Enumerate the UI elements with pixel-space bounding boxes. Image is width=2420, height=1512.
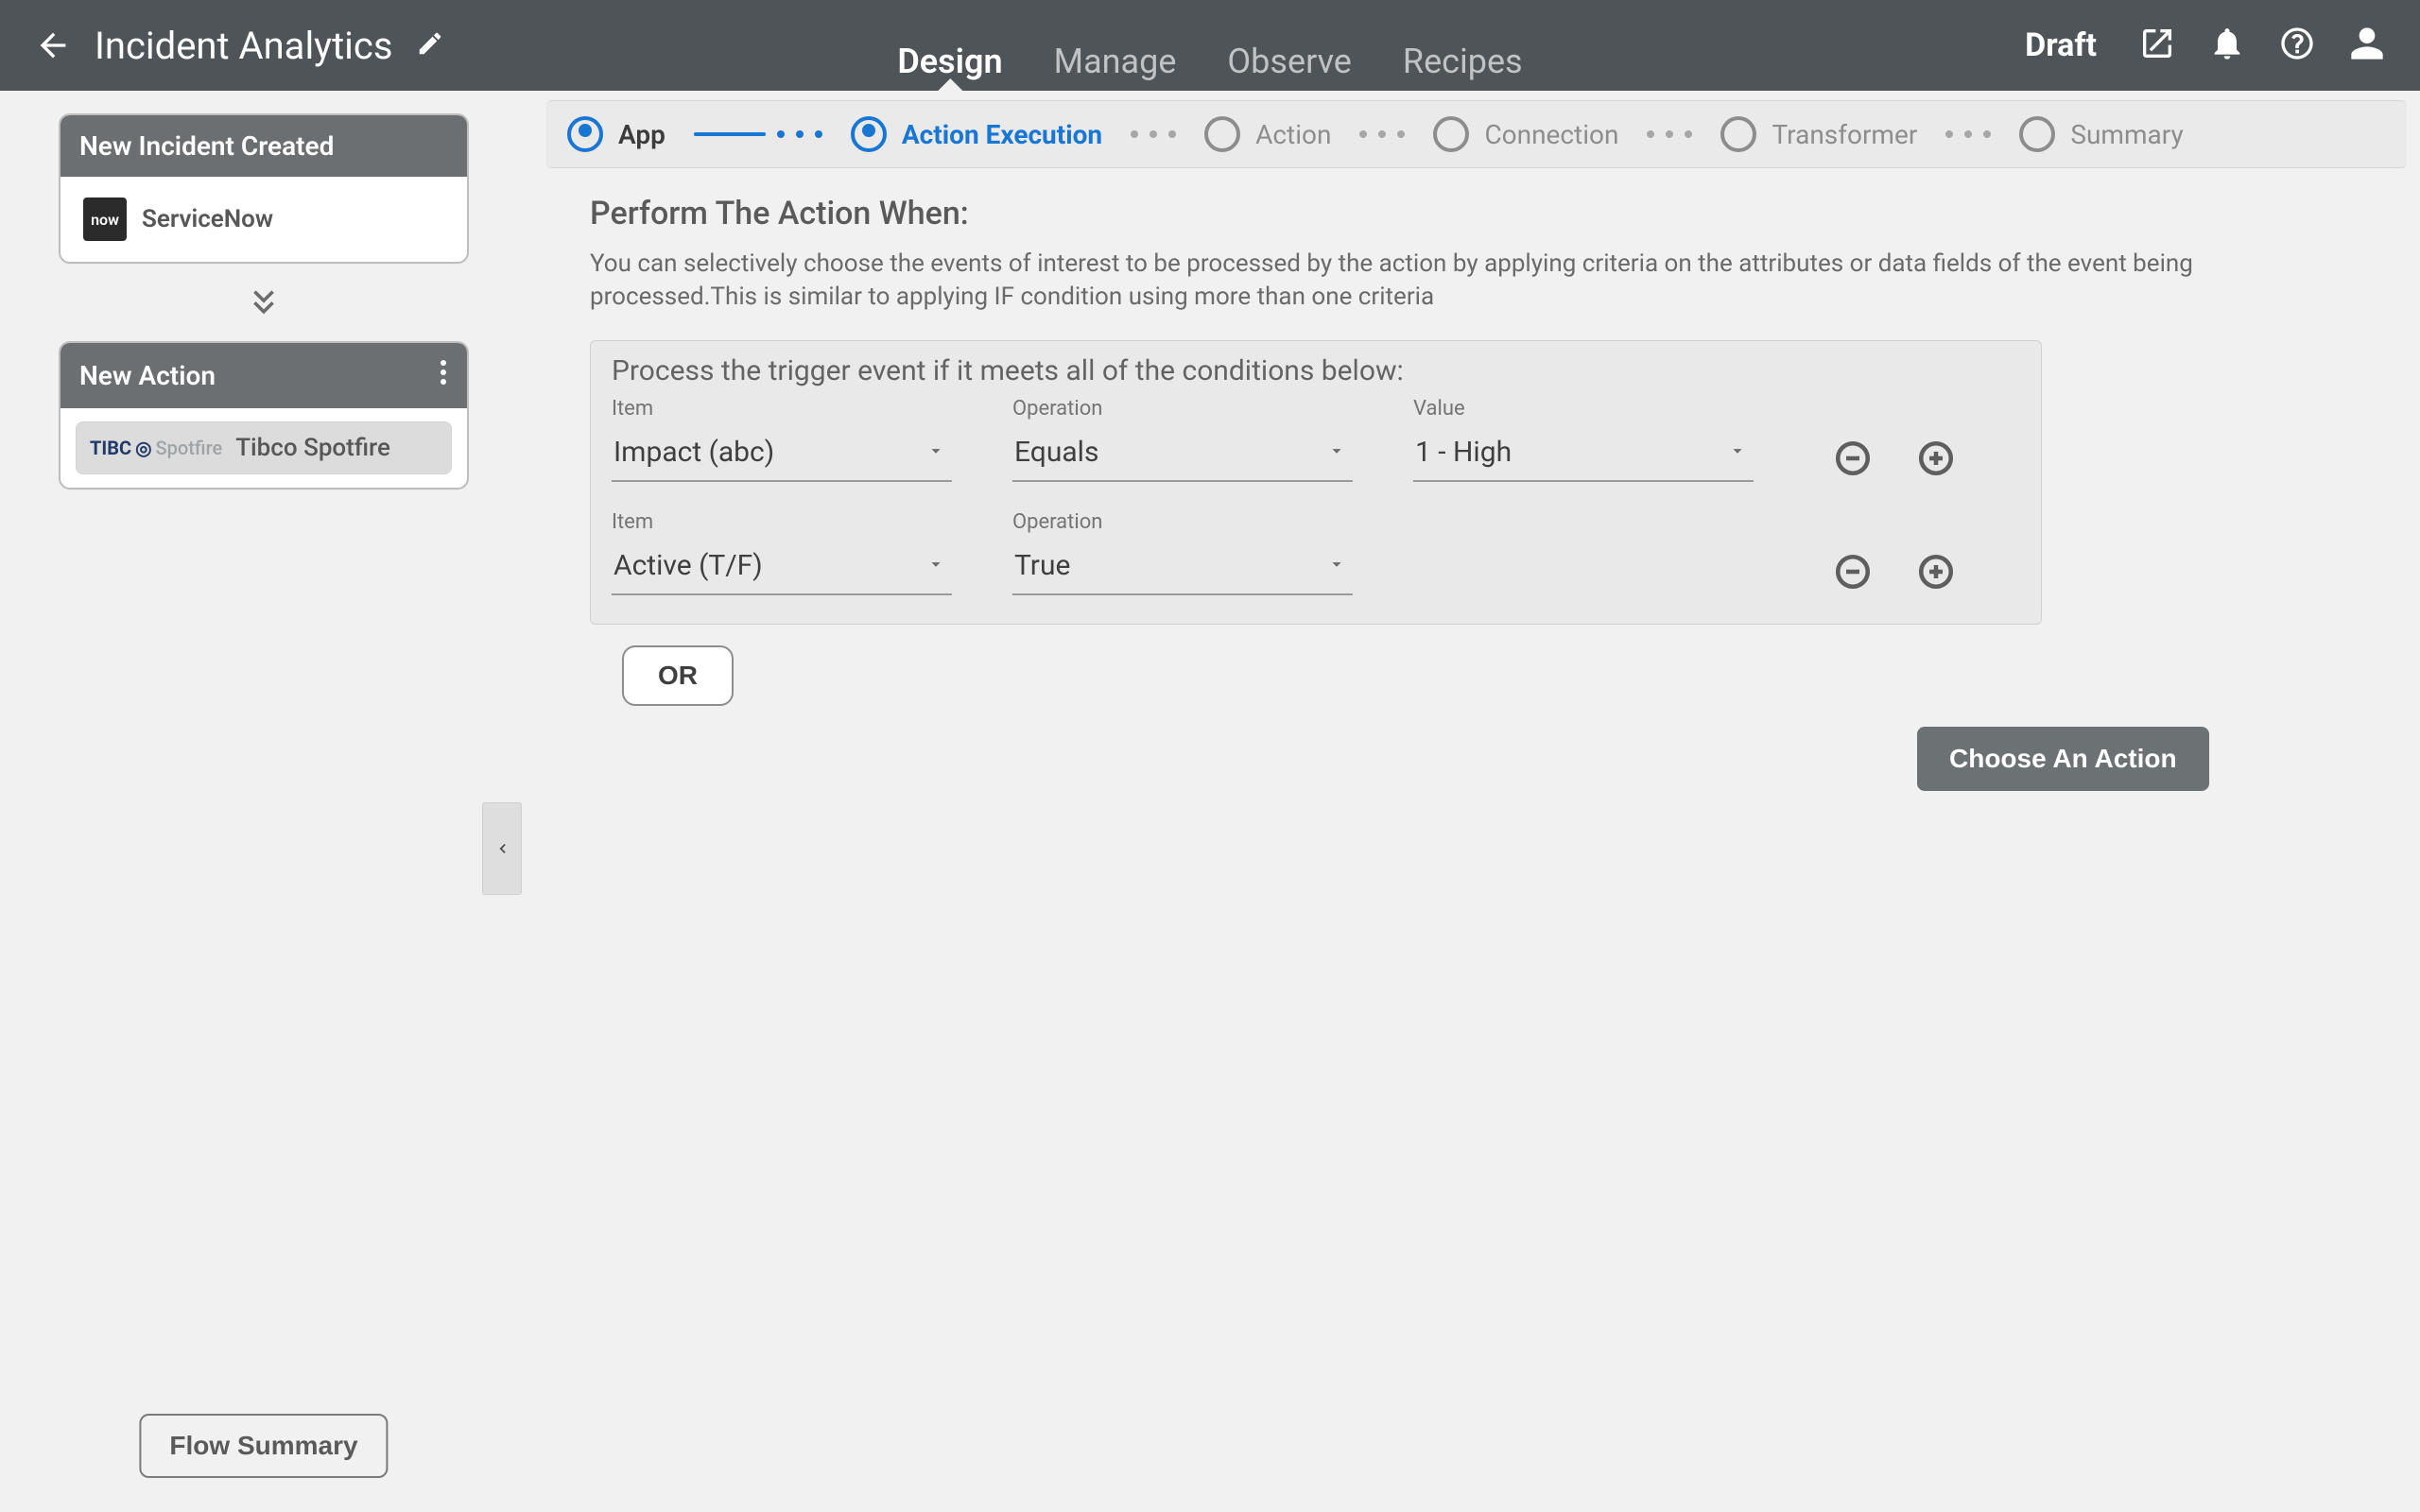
condition-row: Item Active (T/F) Operation True (612, 510, 2020, 595)
trigger-card-body: now ServiceNow (60, 177, 467, 262)
step-divider-3 (1359, 130, 1405, 138)
step-divider-4 (1647, 130, 1692, 138)
or-button[interactable]: OR (622, 645, 734, 706)
user-icon (2348, 25, 2386, 62)
value-select-1[interactable]: 1 - High (1413, 426, 1754, 482)
action-app-chip[interactable]: TIBC◎ Spotfire Tibco Spotfire (76, 421, 452, 474)
pencil-icon (416, 29, 444, 58)
minus-circle-icon (1833, 438, 1873, 478)
app-header: Incident Analytics Design Manage Observe… (0, 0, 2420, 91)
step-divider-1 (694, 130, 822, 138)
item-field: Item Active (T/F) (612, 510, 952, 595)
trigger-card-title: New Incident Created (79, 130, 334, 162)
trigger-card[interactable]: New Incident Created now ServiceNow (59, 113, 469, 264)
tibco-logo: TIBC◎ Spotfire (90, 437, 222, 459)
page-title: Incident Analytics (95, 24, 393, 68)
header-actions: Draft (2025, 25, 2386, 66)
notifications-button[interactable] (2208, 25, 2246, 66)
item-select-1[interactable]: Impact (abc) (612, 426, 952, 482)
row-actions (1833, 552, 1956, 595)
action-card-header: New Action (60, 343, 467, 408)
nav-recipes[interactable]: Recipes (1403, 42, 1523, 91)
wizard-stepper: App Action Execution Action Connection T… (546, 100, 2407, 168)
nav-observe[interactable]: Observe (1227, 42, 1351, 91)
trigger-card-header: New Incident Created (60, 115, 467, 177)
choose-action-button[interactable]: Choose An Action (1917, 727, 2209, 791)
main-panel: App Action Execution Action Connection T… (527, 91, 2420, 1512)
content-area: New Incident Created now ServiceNow New … (0, 91, 2420, 1512)
caret-down-icon (1727, 440, 1748, 461)
caret-down-icon (1326, 440, 1347, 461)
value-field: Value 1 - High (1413, 397, 1754, 482)
open-external-icon (2138, 25, 2176, 62)
flow-sidebar: New Incident Created now ServiceNow New … (0, 91, 527, 1512)
conditions-box: Process the trigger event if it meets al… (590, 340, 2042, 625)
operation-select-2[interactable]: True (1012, 540, 1353, 595)
arrow-left-icon (34, 26, 72, 64)
chevron-left-icon (493, 835, 511, 862)
operation-field: Operation True (1012, 510, 1353, 595)
help-button[interactable] (2278, 25, 2316, 66)
servicenow-logo: now (83, 198, 127, 241)
operation-field: Operation Equals (1012, 397, 1353, 482)
action-card-menu[interactable] (439, 358, 448, 393)
kebab-icon (439, 358, 448, 387)
action-app-label: Tibco Spotfire (235, 434, 390, 462)
step-app[interactable]: App (567, 116, 666, 152)
step-transformer[interactable]: Transformer (1720, 116, 1917, 152)
open-external-button[interactable] (2138, 25, 2176, 66)
minus-circle-icon (1833, 552, 1873, 592)
add-row-button[interactable] (1916, 552, 1956, 595)
action-card-body: TIBC◎ Spotfire Tibco Spotfire (60, 408, 467, 488)
remove-row-button[interactable] (1833, 552, 1873, 595)
caret-down-icon (925, 554, 946, 575)
step-divider-2 (1131, 130, 1176, 138)
step-divider-5 (1945, 130, 1991, 138)
flow-connector (245, 283, 283, 324)
step-action-execution[interactable]: Action Execution (851, 116, 1102, 152)
nav-manage[interactable]: Manage (1054, 42, 1177, 91)
chevron-double-down-icon (245, 283, 283, 320)
row-actions (1833, 438, 1956, 482)
profile-button[interactable] (2348, 25, 2386, 66)
action-card-title: New Action (79, 360, 216, 391)
remove-row-button[interactable] (1833, 438, 1873, 482)
conditions-title: Process the trigger event if it meets al… (612, 354, 2020, 387)
condition-row: Item Impact (abc) Operation Equals (612, 397, 2020, 482)
action-card[interactable]: New Action TIBC◎ Spotfire Tibco Spotfire (59, 341, 469, 490)
item-select-2[interactable]: Active (T/F) (612, 540, 952, 595)
collapse-sidebar-button[interactable] (482, 802, 522, 895)
help-icon (2278, 25, 2316, 62)
top-nav: Design Manage Observe Recipes (897, 0, 1522, 91)
operation-select-1[interactable]: Equals (1012, 426, 1353, 482)
add-row-button[interactable] (1916, 438, 1956, 482)
nav-design[interactable]: Design (897, 42, 1002, 91)
status-badge: Draft (2025, 26, 2097, 64)
flow-summary-button[interactable]: Flow Summary (139, 1414, 388, 1478)
step-action[interactable]: Action (1204, 116, 1331, 152)
trigger-app-chip[interactable]: now ServiceNow (76, 190, 452, 249)
panel-description: You can selectively choose the events of… (590, 248, 2344, 314)
edit-title-button[interactable] (416, 29, 444, 61)
bell-icon (2208, 25, 2246, 62)
item-field: Item Impact (abc) (612, 397, 952, 482)
step-connection[interactable]: Connection (1433, 116, 1618, 152)
trigger-app-label: ServiceNow (142, 205, 273, 233)
caret-down-icon (1326, 554, 1347, 575)
caret-down-icon (925, 440, 946, 461)
plus-circle-icon (1916, 552, 1956, 592)
action-execution-panel: Perform The Action When: You can selecti… (527, 168, 2420, 791)
step-summary[interactable]: Summary (2019, 116, 2183, 152)
back-button[interactable] (34, 26, 72, 64)
panel-heading: Perform The Action When: (590, 195, 2344, 232)
plus-circle-icon (1916, 438, 1956, 478)
